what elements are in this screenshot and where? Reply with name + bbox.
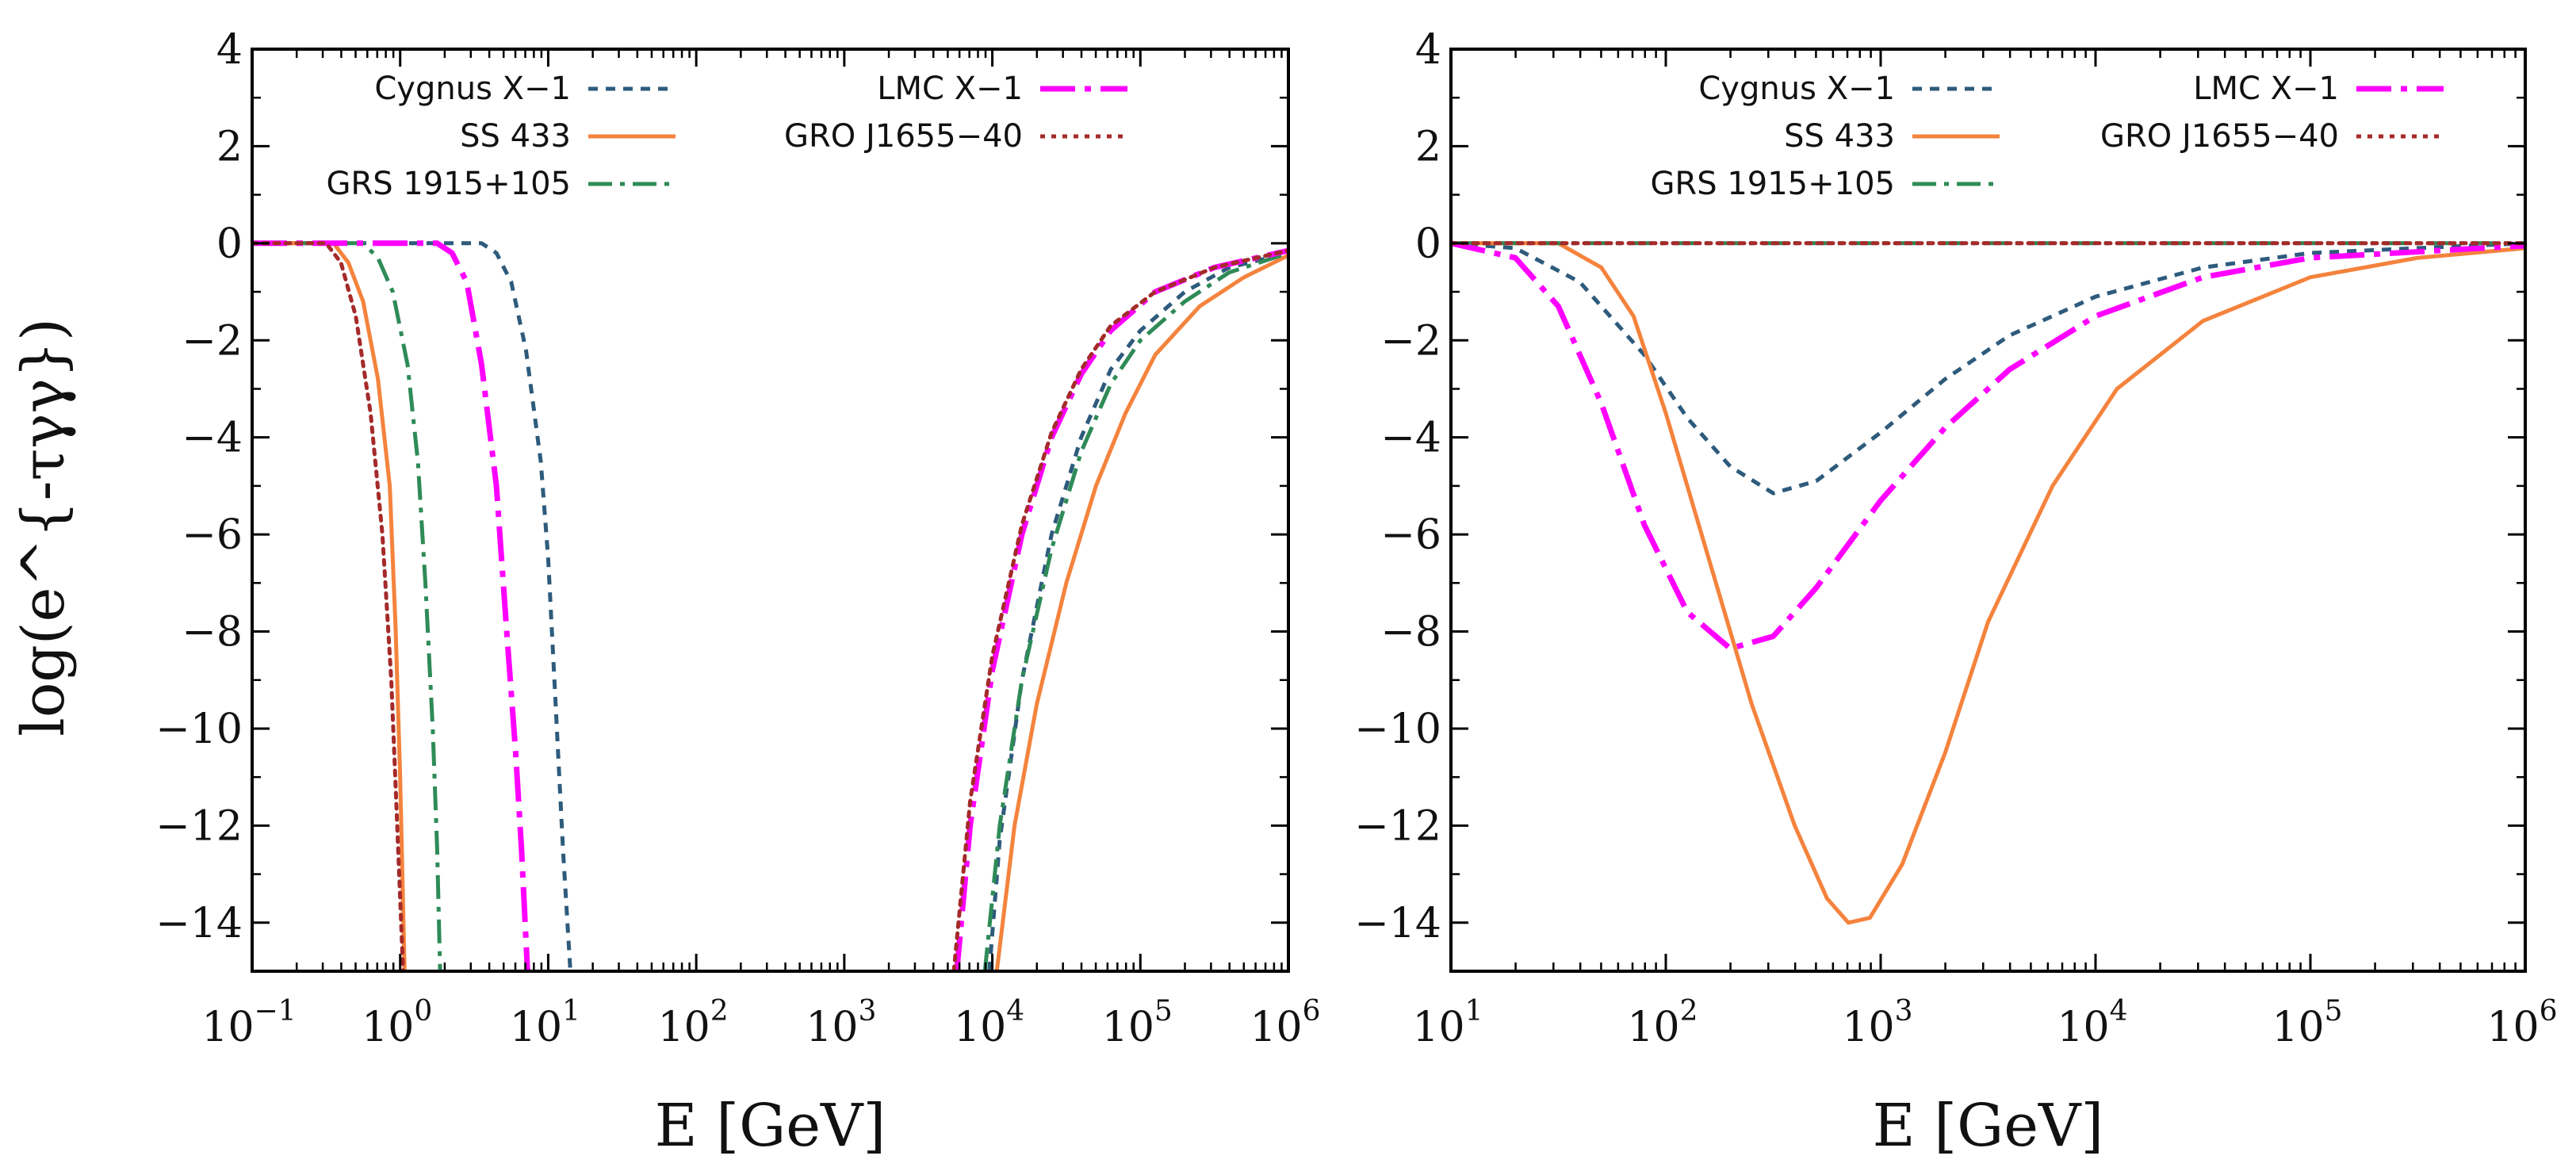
series-line-cygnus-x-1 — [252, 241, 572, 971]
x-tick-label: 101 — [510, 995, 580, 1051]
x-tick-label: 100 — [362, 995, 432, 1051]
series-line-grs-1915-105 — [252, 241, 442, 971]
series-line-ss-433 — [252, 241, 407, 971]
plot-frame — [1449, 48, 2527, 973]
series-line-ss-433 — [1451, 241, 2525, 925]
right-panel: 101 102 103 104 105 106 4 2 0 −2 −4 −6 −8 −10 −12 −14 E … — [1354, 26, 2557, 1160]
y-tick-label: 4 — [1415, 26, 1441, 74]
y-tick-label: −12 — [155, 802, 243, 850]
series-line-lmc-x-1 — [954, 247, 1288, 971]
y-tick-label: −14 — [155, 900, 243, 947]
y-tick-label: −4 — [182, 415, 243, 462]
legend-label: SS 433 — [1784, 118, 1895, 155]
y-tick-label: 0 — [216, 220, 243, 268]
y-tick-label: −12 — [1354, 802, 1441, 850]
x-tick-label: 104 — [954, 995, 1024, 1051]
x-tick-label: 104 — [2057, 995, 2127, 1051]
series-line-cygnus-x-1 — [987, 251, 1288, 971]
legend-label: GRO J1655−40 — [2100, 118, 2339, 155]
x-tick-label: 102 — [658, 995, 729, 1051]
x-tick-label: 10−1 — [201, 995, 296, 1051]
series-line-ss-433 — [994, 253, 1288, 971]
y-tick-label: −6 — [1380, 511, 1441, 559]
y-tick-label: −8 — [1380, 609, 1441, 656]
y-tick-label: 4 — [216, 26, 243, 74]
y-tick-label: 2 — [1415, 123, 1441, 170]
x-tick-label: 105 — [2272, 995, 2342, 1051]
series-line-grs-1915-105 — [982, 251, 1288, 971]
y-tick-label: 2 — [216, 123, 243, 170]
series-line-cygnus-x-1 — [1451, 241, 2525, 496]
series-line-gro-j1655-40 — [951, 248, 1288, 971]
series-line-lmc-x-1 — [1451, 240, 2525, 652]
legend-label: LMC X−1 — [2193, 71, 2339, 107]
y-tick-label: −6 — [182, 511, 243, 559]
x-tick-label: 102 — [1627, 995, 1698, 1051]
x-tick-label: 101 — [1412, 995, 1483, 1051]
legend-label: Cygnus X−1 — [1698, 71, 1895, 107]
legend-label: Cygnus X−1 — [374, 71, 571, 107]
left-panel: 10−1 100 101 102 103 104 105 106 4 2 0 −2 −4 −6 −8 −10 −… — [155, 26, 1320, 1160]
y-tick-label: −10 — [1354, 706, 1441, 753]
x-axis-label: E [GeV] — [655, 1092, 886, 1160]
x-tick-label: 105 — [1102, 995, 1173, 1051]
y-tick-label: −8 — [182, 609, 243, 656]
y-tick-label: −2 — [1380, 317, 1441, 365]
series-line-lmc-x-1 — [252, 240, 530, 971]
legend-label: GRS 1915+105 — [326, 166, 571, 202]
plot-frame — [251, 48, 1290, 973]
x-tick-label: 103 — [806, 995, 876, 1051]
x-tick-label: 103 — [1842, 995, 1912, 1051]
x-tick-label: 106 — [2486, 995, 2557, 1051]
y-tick-label: −4 — [1380, 415, 1441, 462]
legend-label: LMC X−1 — [877, 71, 1023, 107]
y-tick-label: −2 — [182, 317, 243, 365]
x-tick-label: 106 — [1250, 995, 1320, 1051]
y-axis-label: log(e^{-τγγ}) — [10, 318, 78, 737]
legend-label: GRO J1655−40 — [784, 118, 1023, 155]
series-line-gro-j1655-40 — [252, 241, 405, 971]
legend-label: GRS 1915+105 — [1650, 166, 1895, 202]
y-tick-label: −14 — [1354, 900, 1441, 947]
legend-label: SS 433 — [460, 118, 571, 155]
x-axis-label: E [GeV] — [1873, 1092, 2104, 1160]
y-tick-label: 0 — [1415, 220, 1441, 268]
y-tick-label: −10 — [155, 706, 243, 753]
